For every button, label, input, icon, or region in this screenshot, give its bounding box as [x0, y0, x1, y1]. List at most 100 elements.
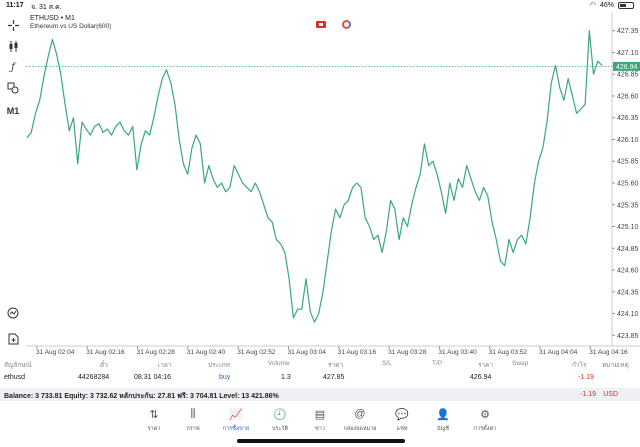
x-tick-label: 31 Aug 03:52 [489, 349, 528, 356]
y-tick-label: 425.60 [617, 181, 639, 188]
x-tick-label: 31 Aug 02:40 [187, 349, 226, 356]
news-icon: ▤ [314, 409, 326, 421]
chart-subtitle: Ethereum vs US Dollar(600) [30, 23, 112, 30]
chart-area[interactable]: 427.35 427.10 426.85 426.60 426.35 426.10 425.… [26, 12, 640, 357]
position-row[interactable]: ethusd 44268284 08.31 04:16 buy 1.3 427.… [0, 372, 640, 386]
home-indicator [237, 439, 405, 443]
account-icon: 👤 [436, 409, 450, 421]
header-sl: S/L [382, 360, 392, 367]
tab-label: บัญชี [437, 426, 449, 432]
tab-label: การตั้งค่า [473, 426, 497, 432]
header-price: ราคา [328, 362, 344, 369]
y-tick-label: 426.85 [617, 72, 639, 79]
x-tick-label: 31 Aug 02:16 [86, 349, 125, 356]
battery-percent: 46% [599, 1, 614, 9]
tab-mailbox[interactable]: @ กล่องจดหมาย [342, 408, 378, 433]
tab-arrows-updown[interactable]: ⇅ ราคา [136, 408, 172, 433]
chart-title: ETHUSD • M1 [30, 15, 75, 22]
tab-trade-chart[interactable]: 📈 การซื้อขาย [218, 408, 254, 433]
currency-label: USD [603, 391, 618, 398]
history-icon: 🕘 [273, 409, 287, 421]
balance-bar: Balance: 3 733.81 Equity: 3 732.62 หลักป… [0, 388, 640, 401]
mailbox-icon: @ [354, 408, 366, 420]
wifi-icon: ◠ [589, 2, 596, 9]
balance-summary: Balance: 3 733.81 Equity: 3 732.62 หลักป… [4, 393, 279, 400]
x-tick-label: 31 Aug 02:28 [137, 349, 176, 356]
header-swap: Swap [512, 360, 529, 367]
tab-label: ราคา [147, 426, 161, 432]
candlestick-icon[interactable] [6, 39, 20, 53]
header-type: ประเภท [208, 362, 230, 369]
positions-header: สัญลักษณ์ ตั๋ว เวลา ประเภท Volume ราคา S… [0, 358, 640, 370]
header-profit: กำไร [572, 362, 587, 369]
function-icon[interactable]: ƒ [11, 61, 15, 73]
header-ticket: ตั๋ว [100, 362, 108, 369]
tab-label: กราฟ [186, 426, 200, 432]
chat-icon: 💬 [395, 409, 409, 421]
x-tick-label: 31 Aug 02:52 [237, 349, 276, 356]
x-tick-label: 31 Aug 04:04 [539, 349, 578, 356]
chart-toolbar: ƒ M1 [0, 14, 26, 346]
y-tick-label: 424.60 [617, 268, 639, 275]
new-order-icon[interactable] [6, 332, 20, 346]
position-type: buy [219, 374, 231, 381]
x-tick-label: 31 Aug 02:04 [36, 349, 75, 356]
tab-history[interactable]: 🕘 ประวัติ [262, 408, 298, 433]
tab-label: ข่าว [315, 426, 325, 432]
clock-trade-icon[interactable] [6, 306, 20, 320]
tab-candles[interactable]: ⫼ กราฟ [175, 408, 211, 433]
tab-chat[interactable]: 💬 แชท [384, 408, 420, 433]
tab-account[interactable]: 👤 บัญชี [425, 408, 461, 433]
current-price-label: 426.94 [616, 64, 638, 71]
price-chart[interactable]: 427.35 427.10 426.85 426.60 426.35 426.10 425.… [26, 12, 640, 357]
position-profit: -1.19 [578, 374, 594, 381]
y-tick-label: 426.35 [617, 115, 639, 122]
tab-label: กล่องจดหมาย [343, 426, 377, 432]
position-time: 08.31 04:16 [134, 374, 171, 381]
header-time: เวลา [158, 362, 172, 369]
settings-icon: ⚙ [480, 409, 490, 421]
position-ticket: 44268284 [78, 374, 110, 381]
x-tick-label: 31 Aug 03:40 [438, 349, 477, 356]
status-right: ◠ 46% [590, 1, 634, 9]
tab-news[interactable]: ▤ ข่าว [302, 408, 338, 433]
crosshair-icon[interactable] [6, 18, 20, 32]
status-date: จ. 31 ส.ค. [31, 4, 62, 11]
header-comment: หมายเหตุ [602, 362, 629, 369]
current-price-box [613, 61, 640, 71]
arrows-updown-icon: ⇅ [149, 409, 159, 421]
one-click-icon[interactable] [342, 20, 351, 29]
y-tick-label: 427.35 [617, 28, 639, 35]
y-tick-label: 425.35 [617, 202, 639, 209]
y-tick-label: 426.10 [617, 137, 639, 144]
header-tp: T/P [432, 360, 443, 367]
battery-fill [620, 3, 626, 7]
header-symbol: สัญลักษณ์ [4, 362, 32, 369]
y-tick-label: 424.35 [617, 289, 639, 296]
price-series-line[interactable] [26, 30, 603, 323]
trade-chart-icon: 📈 [229, 409, 243, 421]
timeframe-button[interactable]: M1 [6, 106, 20, 116]
y-tick-label: 427.10 [617, 50, 639, 57]
total-profit: -1.19 [580, 391, 596, 398]
candles-icon: ⫼ [190, 408, 196, 420]
x-tick-label: 31 Aug 03:04 [288, 349, 327, 356]
status-bar: 11:17 จ. 31 ส.ค. ◠ 46% [0, 0, 640, 12]
header-volume: Volume [268, 360, 290, 367]
y-tick-label: 424.10 [617, 311, 639, 318]
x-tick-label: 31 Aug 03:16 [338, 349, 377, 356]
tab-label: การซื้อขาย [222, 426, 250, 432]
position-volume: 1.3 [281, 374, 291, 381]
status-time: 11:17 [6, 2, 24, 9]
flag-icon[interactable] [316, 21, 326, 28]
y-tick-label: 426.60 [617, 93, 639, 100]
y-tick-label: 425.85 [617, 159, 639, 166]
position-current-price: 426.94 [470, 374, 492, 381]
position-symbol: ethusd [4, 374, 26, 381]
y-tick-label: 423.85 [617, 333, 639, 340]
y-tick-label: 425.10 [617, 224, 639, 231]
tab-settings[interactable]: ⚙ การตั้งค่า [467, 408, 503, 433]
header-price2: ราคา [478, 362, 494, 369]
shapes-icon[interactable] [6, 81, 20, 95]
x-tick-label: 31 Aug 04:16 [589, 349, 628, 356]
